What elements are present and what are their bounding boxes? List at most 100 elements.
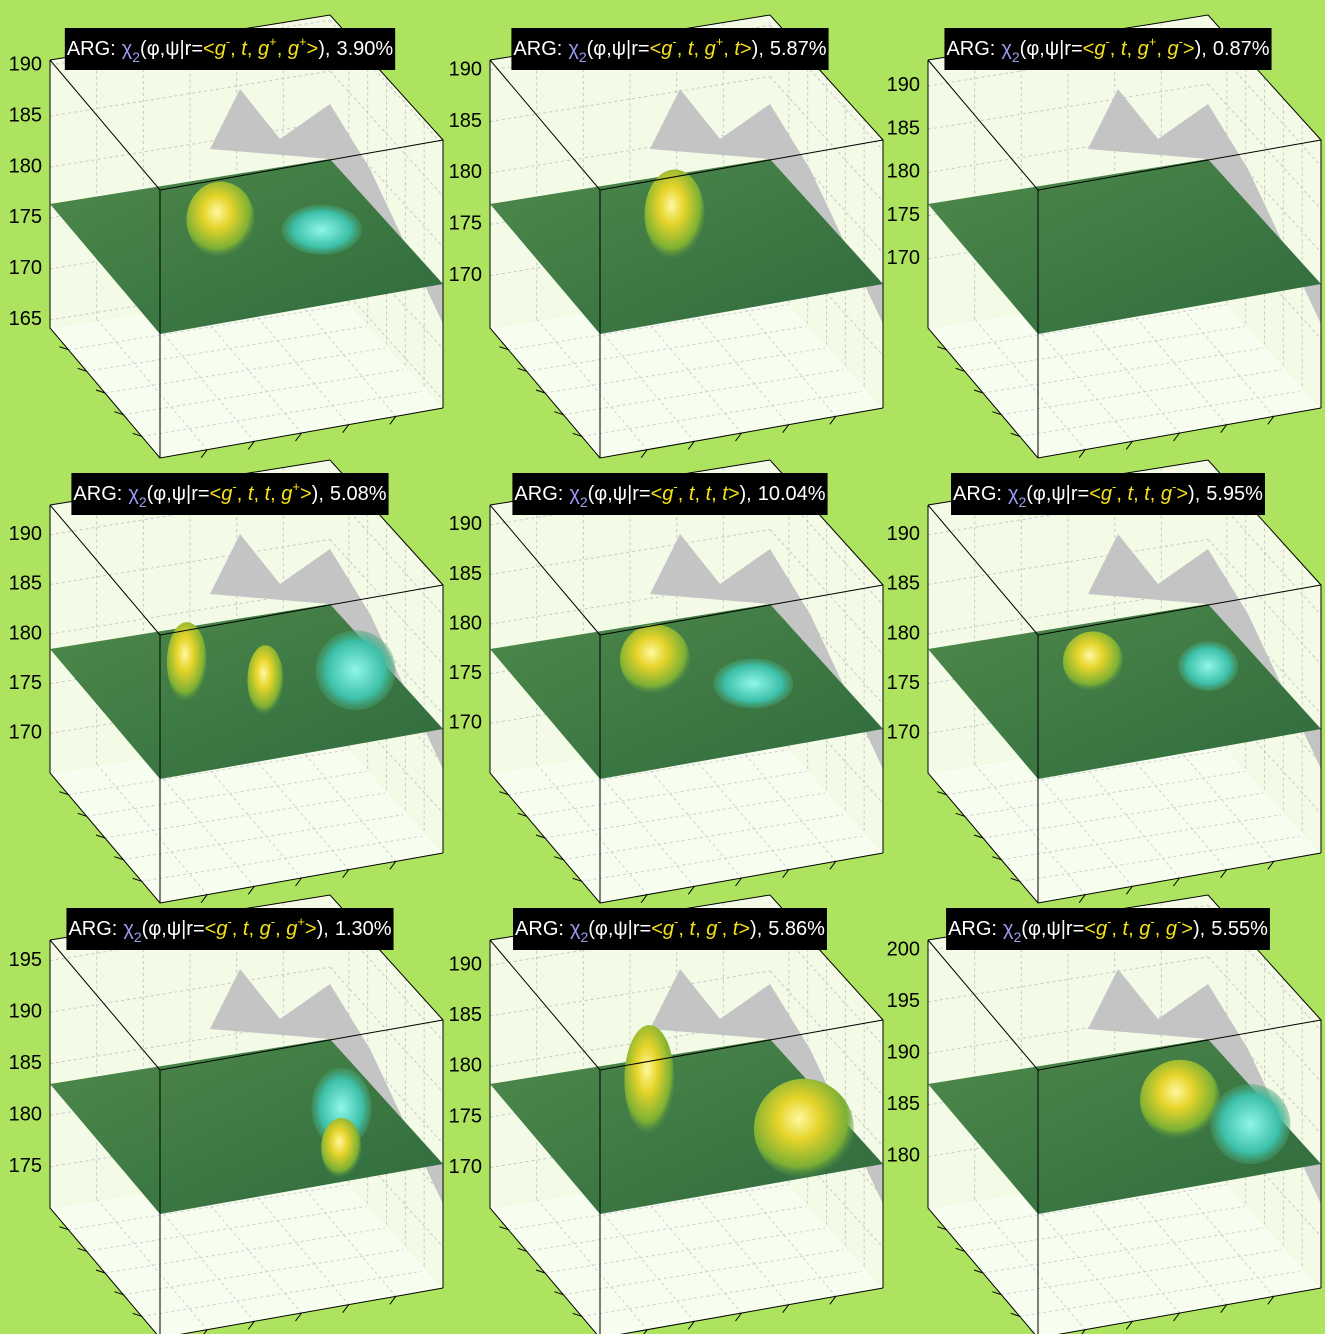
floor-grid: [1019, 1270, 1300, 1317]
title: ARG: χ2(φ,ψ|r=<g-, t, g+, g->), 0.87%: [946, 34, 1269, 65]
floor-grid: [1001, 369, 1282, 416]
state: g: [281, 483, 292, 505]
floor-grid: [68, 1184, 349, 1231]
separator: ,: [247, 38, 258, 60]
tick: [295, 1312, 302, 1322]
floor-grid: [1019, 835, 1300, 882]
title-symbol: χ: [123, 918, 134, 940]
title-box: [951, 473, 1265, 515]
floor-grid: [1163, 731, 1275, 862]
tick: [829, 1296, 837, 1305]
title-subscript: 2: [1018, 494, 1026, 510]
tick: [735, 1312, 742, 1322]
grid-line: [769, 76, 884, 202]
tick: [992, 856, 1002, 861]
surface-feature: [619, 624, 690, 695]
title-args: (φ,ψ|r=: [587, 38, 650, 60]
z-tick-label: 180: [9, 155, 42, 177]
state-sup: -: [1105, 34, 1109, 49]
surface-feature: [247, 645, 284, 716]
grid-line: [927, 1007, 1209, 1054]
grid-line: [1207, 904, 1322, 1031]
tick: [499, 791, 509, 796]
state-sup: -: [1179, 34, 1183, 49]
tick: [955, 812, 965, 817]
box-edge: [927, 505, 1322, 904]
floor-grid: [238, 1174, 350, 1305]
floor-grid: [982, 1227, 1264, 1274]
tick: [132, 877, 142, 882]
title-box: [513, 908, 827, 950]
title-close: ),: [750, 918, 762, 940]
floor-grid: [946, 1184, 1227, 1231]
title-close: ),: [312, 483, 324, 505]
title-label: ARG:: [953, 483, 1002, 505]
tick: [1078, 894, 1086, 903]
title-box: [66, 908, 394, 950]
separator: ,: [237, 483, 248, 505]
surface-feature: [186, 181, 255, 258]
box-edge: [49, 505, 444, 904]
grid-line: [489, 76, 771, 123]
box-edge: [489, 939, 601, 1071]
box-edge: [49, 60, 444, 459]
tick: [1010, 432, 1020, 437]
state-sup: -: [673, 479, 677, 494]
state: g: [216, 918, 227, 940]
z-tick-label: 190: [887, 1042, 920, 1064]
state: t: [1128, 483, 1135, 505]
tick: [1078, 449, 1086, 458]
title: ARG: χ2(φ,ψ|r=<g-, t, t, g->), 5.95%: [953, 479, 1263, 510]
tick: [295, 877, 302, 887]
state: g: [661, 38, 672, 60]
grid-line: [769, 479, 884, 606]
box-edge: [489, 59, 601, 191]
title-label: ARG:: [68, 918, 117, 940]
grid-line: [49, 70, 331, 117]
surface-feature: [713, 658, 794, 709]
title-share: 5.55%: [1211, 918, 1268, 940]
title: ARG: χ2(φ,ψ|r=<g-, t, t, g+>), 5.08%: [73, 479, 386, 510]
z-tick-label: 190: [449, 954, 482, 976]
surface: [928, 159, 1321, 334]
title-box: [511, 28, 829, 70]
box-edge: [489, 505, 884, 904]
title-open: <: [210, 483, 222, 505]
floor-grid: [96, 319, 208, 450]
surface-shadow: [1088, 89, 1321, 324]
title-open: <: [650, 38, 662, 60]
floor-grid: [536, 319, 648, 450]
box-edge: [1037, 139, 1322, 458]
state: g: [1167, 38, 1178, 60]
z-tick-label: 190: [9, 53, 42, 75]
title-label: ARG:: [513, 38, 562, 60]
floor-grid: [725, 1166, 837, 1297]
floor-grid: [563, 1249, 844, 1296]
floor-grid: [143, 756, 255, 887]
z-tick-label: 180: [9, 1104, 42, 1126]
grid-line: [489, 970, 771, 1017]
tick: [517, 1247, 527, 1252]
tick: [1010, 1312, 1020, 1317]
floor-grid: [583, 756, 695, 887]
floor-grid: [191, 747, 302, 879]
tick: [782, 1304, 790, 1313]
tick: [937, 791, 947, 796]
z-tick-label: 170: [449, 264, 482, 286]
grid-line: [329, 489, 444, 616]
z-tick-label: 175: [9, 206, 42, 228]
surface-feature: [166, 622, 207, 703]
grid-line: [1207, 956, 1322, 1083]
title-box: [64, 28, 396, 70]
title-end: >: [1181, 918, 1193, 940]
title-subscript: 2: [580, 494, 588, 510]
surface-shadow: [1088, 534, 1321, 769]
title-args: (φ,ψ|r=: [1026, 483, 1089, 505]
title: ARG: χ2(φ,ψ|r=<g-, t, g-, t>), 5.86%: [515, 914, 825, 945]
title-label: ARG:: [948, 918, 997, 940]
surface-feature: [1210, 1084, 1291, 1165]
tick: [572, 1312, 582, 1317]
floor-grid: [678, 1174, 790, 1305]
